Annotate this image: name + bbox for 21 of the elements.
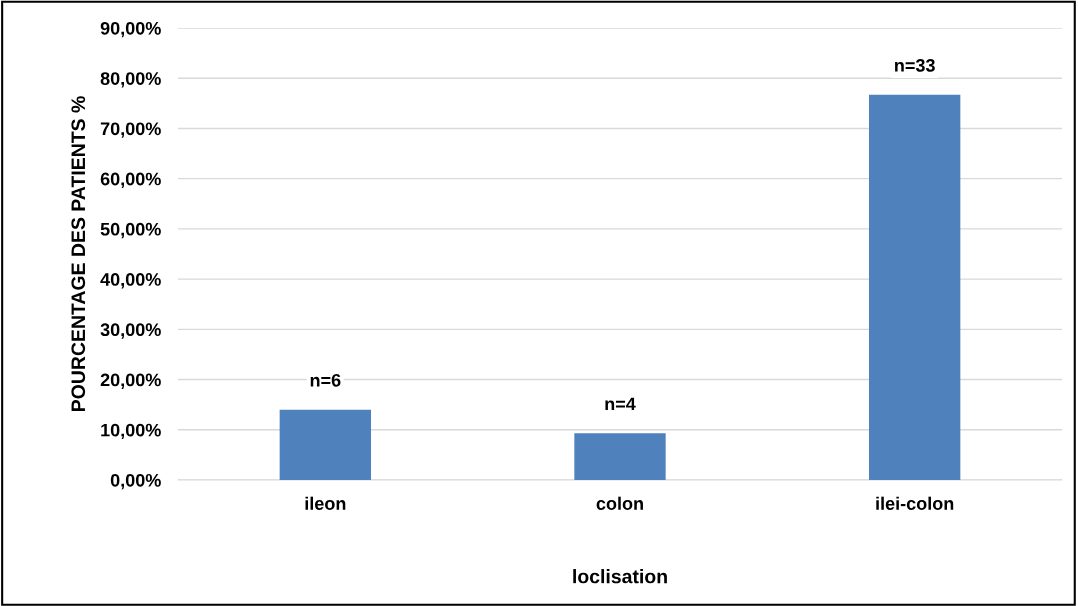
y-tick-label: 20,00%	[100, 373, 161, 389]
bar	[574, 433, 666, 480]
annotation: n=4	[605, 397, 636, 411]
x-axis-title: loclisation	[573, 569, 667, 584]
y-axis-title: POURCENTAGE DES PATIENTS %	[71, 96, 86, 411]
annotation: n=6	[310, 373, 341, 387]
x-tick-label: ileon	[305, 496, 346, 510]
y-tick-label: 30,00%	[100, 323, 161, 339]
y-tick-label: 50,00%	[100, 222, 161, 239]
y-tick-label: 0,00%	[110, 473, 161, 490]
x-tick-label: colon	[596, 496, 643, 510]
y-tick-label: 70,00%	[100, 122, 161, 138]
y-tick-label: 60,00%	[100, 172, 161, 188]
y-tick-label: 10,00%	[101, 423, 161, 440]
annotation: n=33	[895, 59, 935, 72]
x-tick-label: ilei-colon	[876, 496, 954, 510]
y-tick-label: 80,00%	[100, 72, 161, 88]
y-tick-label: 90,00%	[100, 21, 161, 38]
bar	[279, 409, 372, 480]
bar	[868, 94, 961, 480]
y-tick-label: 40,00%	[100, 273, 161, 289]
